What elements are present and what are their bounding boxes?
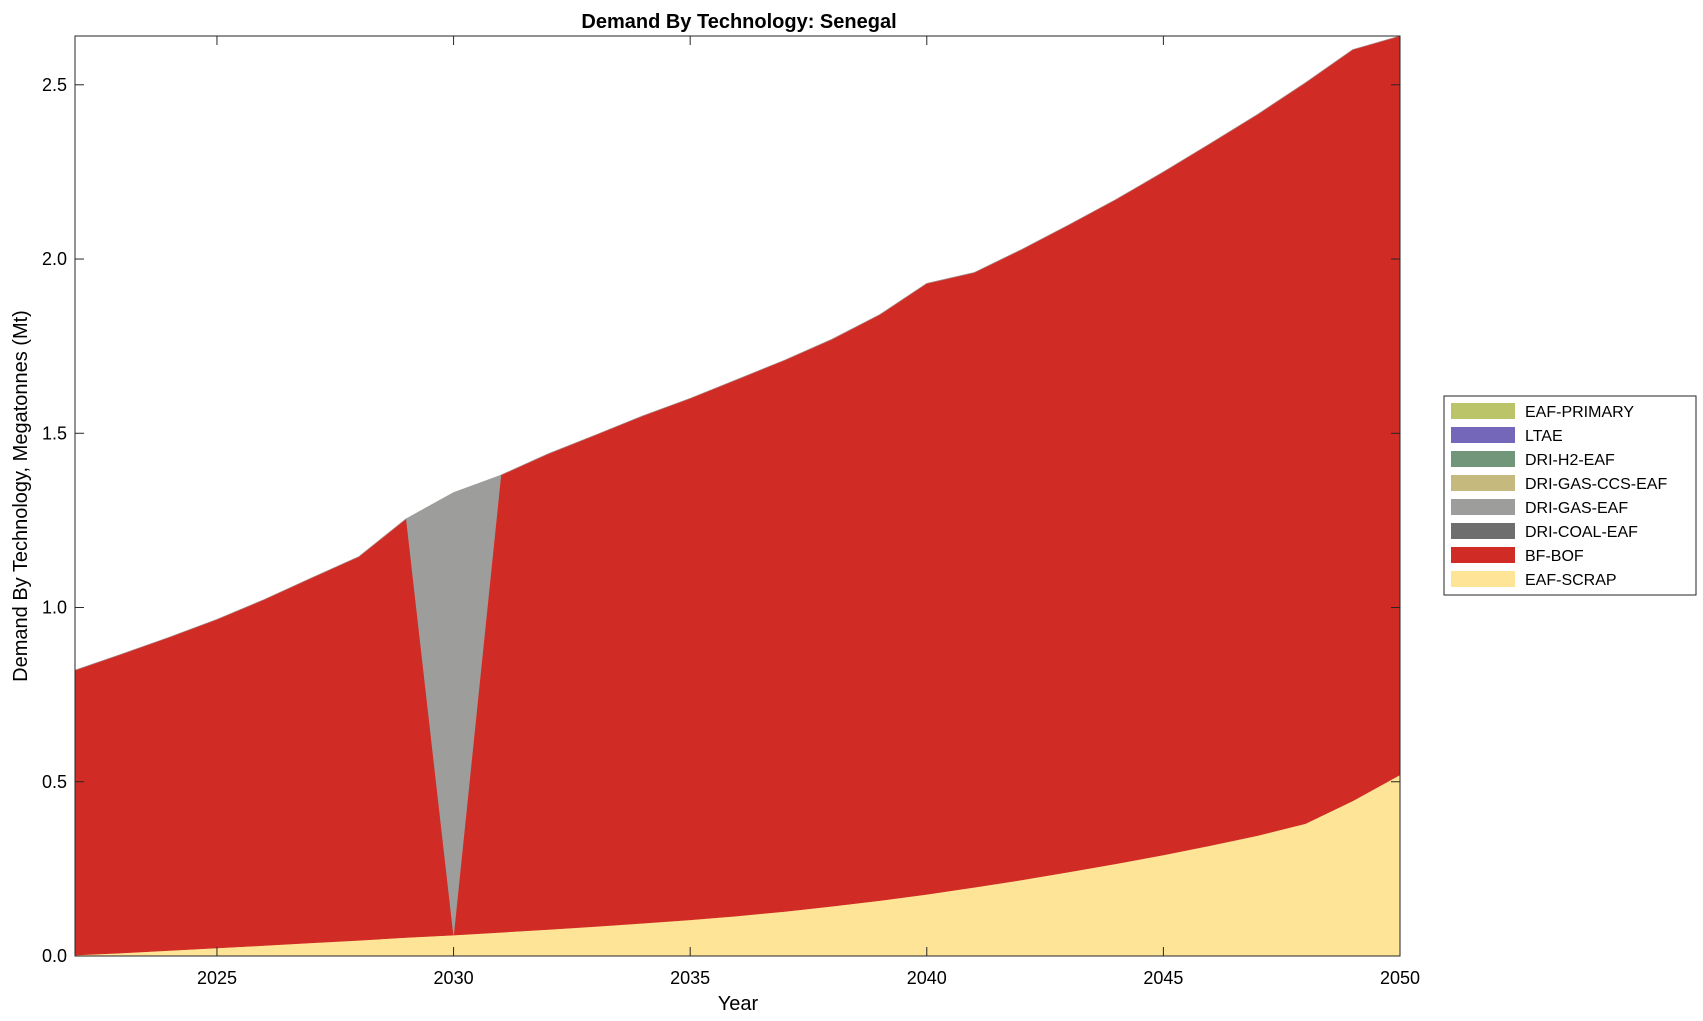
legend-swatch: [1451, 427, 1515, 443]
x-tick-label: 2025: [197, 968, 237, 988]
legend-box: [1443, 395, 1697, 596]
legend-swatch: [1451, 451, 1515, 467]
legend-label: LTAE: [1525, 428, 1563, 445]
legend: EAF-PRIMARY LTAE DRI-H2-EAF DRI-GAS-CCS-EAF…: [1443, 395, 1697, 596]
x-axis-label: Year: [718, 993, 759, 1015]
legend-swatch: [1451, 499, 1515, 515]
x-tick-label: 2030: [434, 968, 474, 988]
area-bf-bof: [74, 35, 1401, 956]
legend-swatch: [1451, 571, 1515, 587]
legend-label: EAF-SCRAP: [1525, 572, 1617, 589]
chart-title: Demand By Technology: Senegal: [581, 11, 896, 33]
x-tick-label: 2045: [1143, 968, 1183, 988]
plot-frame: [74, 35, 1401, 957]
legend-label: EAF-PRIMARY: [1525, 404, 1634, 421]
legend-label: DRI-GAS-EAF: [1525, 500, 1628, 517]
y-tick-label: 0.0: [42, 946, 67, 966]
legend-swatch: [1451, 523, 1515, 539]
x-tick-label: 2035: [670, 968, 710, 988]
x-tick-label: 2050: [1380, 968, 1420, 988]
x-axis: 2025 2030 2035 2040 2045 2050: [197, 36, 1420, 988]
y-axis-label: Demand By Technology, Megatonnes (Mt): [10, 310, 32, 682]
y-tick-label: 1.0: [42, 598, 67, 618]
y-axis: 0.0 0.5 1.0 1.5 2.0 2.5: [42, 75, 1400, 966]
legend-swatch: [1451, 547, 1515, 563]
y-tick-label: 2.0: [42, 249, 67, 269]
legend-swatch: [1451, 475, 1515, 491]
legend-label: BF-BOF: [1525, 548, 1584, 565]
y-tick-label: 0.5: [42, 772, 67, 792]
y-tick-label: 2.5: [42, 75, 67, 95]
x-tick-label: 2040: [907, 968, 947, 988]
legend-label: DRI-H2-EAF: [1525, 452, 1615, 469]
legend-swatch: [1451, 403, 1515, 419]
legend-label: DRI-GAS-CCS-EAF: [1525, 476, 1667, 493]
y-tick-label: 1.5: [42, 423, 67, 443]
plot-areas: [74, 35, 1401, 957]
legend-label: DRI-COAL-EAF: [1525, 524, 1638, 541]
